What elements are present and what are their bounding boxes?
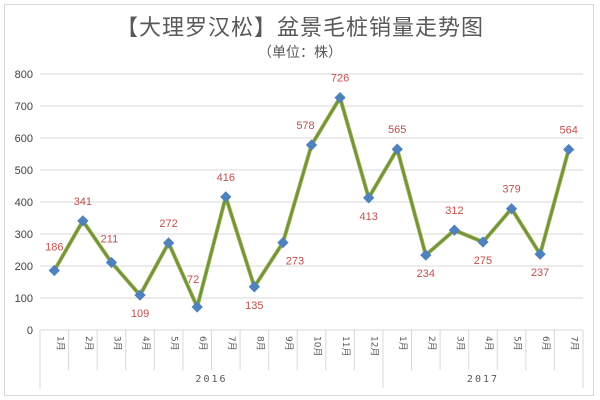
data-label: 109: [131, 308, 149, 320]
x-tick-label: 6月: [197, 336, 208, 351]
data-label: 272: [159, 218, 177, 230]
data-point-marker: [534, 248, 546, 260]
data-label: 135: [245, 300, 263, 312]
x-tick-label: 10月: [312, 336, 323, 356]
data-label: 565: [388, 124, 406, 136]
x-tick-label: 1月: [54, 336, 65, 351]
x-tick-label: 5月: [169, 336, 180, 351]
data-label: 413: [359, 211, 377, 223]
data-point-marker: [191, 301, 203, 313]
data-point-marker: [134, 289, 146, 301]
chart-title: 【大理罗汉松】盆景毛桩销量走势图: [115, 16, 484, 41]
data-point-marker: [477, 236, 489, 248]
data-point-marker: [48, 264, 60, 277]
data-point-marker: [305, 139, 318, 151]
x-group-label: 2017: [467, 374, 499, 385]
data-label: 578: [296, 120, 314, 132]
x-tick-label: 9月: [283, 336, 294, 351]
data-label: 237: [531, 267, 549, 279]
data-point-marker: [363, 192, 375, 204]
y-tick-label: 300: [15, 229, 33, 241]
x-tick-label: 11月: [340, 336, 351, 356]
x-tick-label: 4月: [483, 336, 494, 351]
data-point-marker: [248, 281, 260, 293]
data-point-marker: [162, 237, 175, 249]
x-tick-label: 5月: [512, 336, 523, 351]
data-point-marker: [220, 191, 232, 203]
y-tick-label: 800: [15, 69, 33, 81]
data-label: 275: [474, 255, 492, 267]
data-label: 726: [331, 73, 349, 85]
data-point-marker: [505, 203, 518, 215]
chart-frame: [4, 4, 594, 396]
x-tick-label: 2月: [83, 336, 94, 351]
data-label: 211: [101, 233, 119, 245]
data-point-marker: [277, 236, 289, 249]
y-tick-label: 600: [15, 133, 33, 145]
y-tick-label: 700: [15, 101, 33, 113]
x-tick-label: 2月: [426, 336, 437, 351]
data-label: 379: [502, 184, 520, 196]
x-tick-label: 6月: [540, 336, 551, 351]
data-point-marker: [448, 224, 461, 236]
data-label: 312: [445, 205, 463, 217]
y-tick-label: 0: [27, 325, 33, 337]
x-group-label: 2016: [195, 374, 227, 385]
data-label: 186: [45, 241, 63, 253]
y-tick-label: 400: [15, 197, 33, 209]
x-tick-label: 3月: [111, 336, 122, 351]
data-label: 341: [74, 196, 92, 208]
data-label: 234: [417, 268, 435, 280]
chart-subtitle: （单位：株）: [258, 45, 342, 61]
y-tick-label: 500: [15, 165, 33, 177]
x-tick-label: 12月: [369, 336, 380, 356]
x-tick-label: 4月: [140, 336, 151, 351]
data-point-marker: [563, 143, 575, 156]
data-point-marker: [420, 249, 432, 261]
x-tick-label: 7月: [226, 336, 237, 351]
data-label: 416: [217, 172, 235, 184]
y-tick-label: 200: [15, 261, 33, 273]
x-tick-label: 3月: [454, 336, 465, 351]
y-tick-label: 100: [15, 293, 33, 305]
data-label: 273: [286, 256, 304, 268]
data-point-marker: [391, 143, 403, 155]
x-tick-label: 8月: [254, 336, 265, 351]
data-label: 564: [560, 125, 578, 137]
data-label: 72: [187, 274, 199, 286]
x-tick-label: 1月: [397, 336, 408, 351]
x-tick-label: 7月: [569, 336, 580, 351]
